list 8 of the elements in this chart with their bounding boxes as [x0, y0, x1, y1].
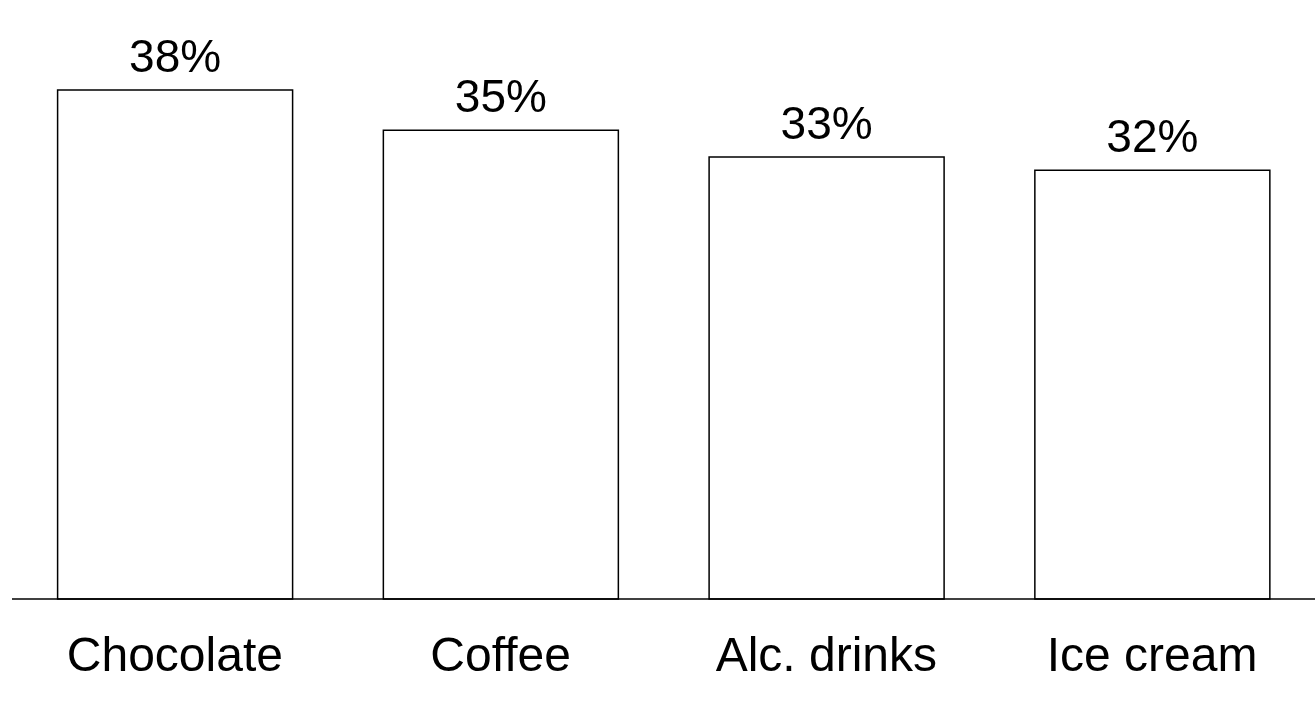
data-label: 33%	[780, 96, 873, 149]
x-tick-label: Coffee	[430, 628, 571, 682]
x-tick-label: Alc. drinks	[715, 628, 938, 682]
x-tick-label: Ice cream	[1046, 628, 1258, 682]
data-label: 32%	[1106, 110, 1199, 163]
data-label: 35%	[454, 70, 547, 123]
x-tick-label: Chocolate	[66, 628, 283, 682]
data-label: 38%	[129, 30, 222, 82]
